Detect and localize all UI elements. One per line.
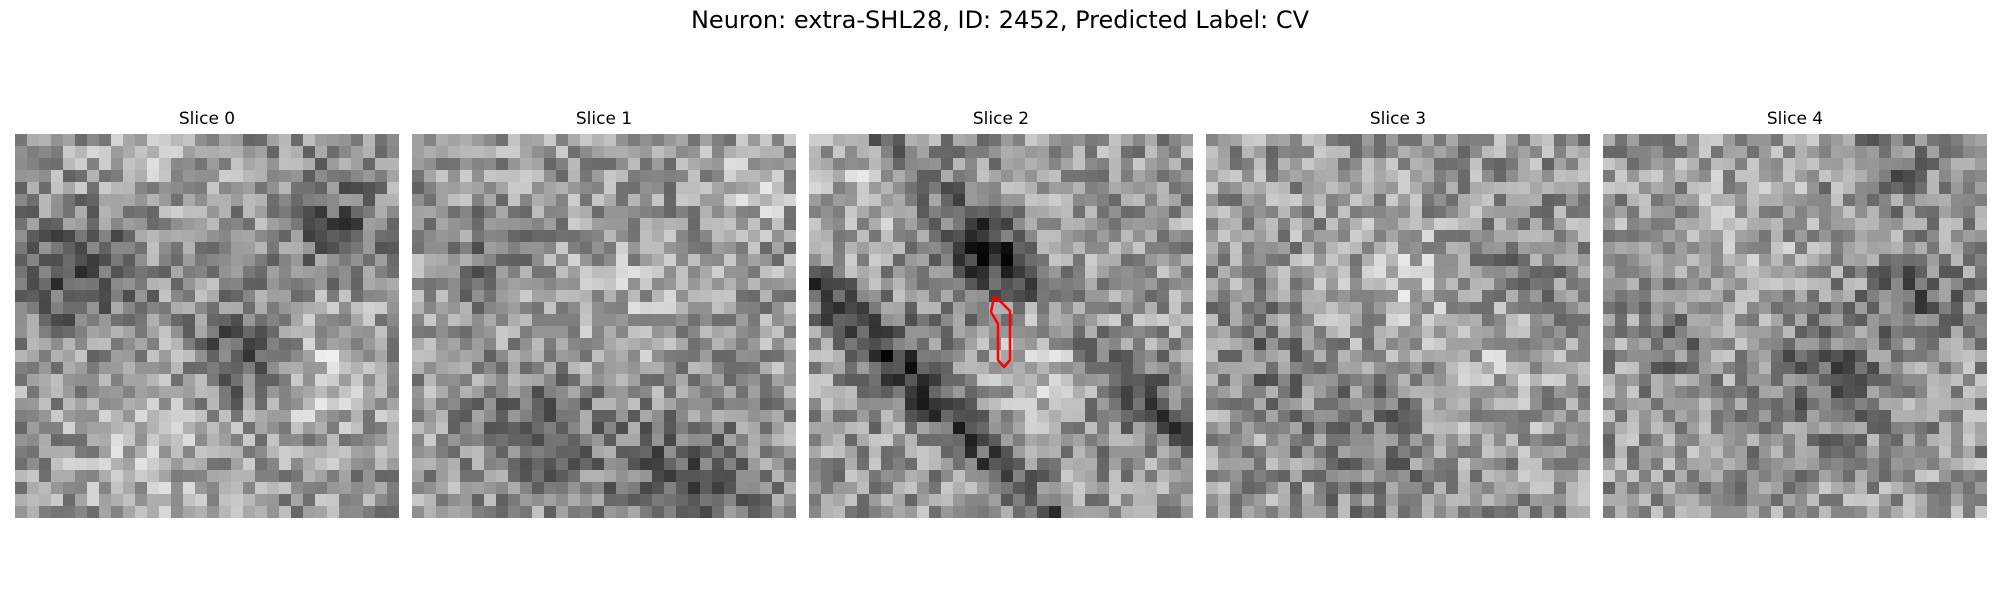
slice-image <box>1603 134 1987 518</box>
slice-title: Slice 3 <box>1369 109 1427 129</box>
slice-image <box>809 134 1193 518</box>
slice-panel-1: Slice 1 <box>412 108 796 518</box>
slice-title: Slice 1 <box>575 109 633 129</box>
slice-image-frame <box>1206 134 1590 518</box>
slice-image-frame <box>809 134 1193 518</box>
figure-title: Neuron: extra-SHL28, ID: 2452, Predicted… <box>690 6 1310 34</box>
slice-image <box>1206 134 1590 518</box>
slice-panel-4: Slice 4 <box>1603 108 1987 518</box>
slice-panel-2: Slice 2 <box>809 108 1193 518</box>
slice-image <box>15 134 399 518</box>
slice-title: Slice 0 <box>178 109 236 129</box>
segmentation-contour <box>989 295 1012 369</box>
slice-title: Slice 2 <box>972 109 1030 129</box>
slice-image-frame <box>1603 134 1987 518</box>
slice-title: Slice 4 <box>1766 109 1824 129</box>
slice-image-frame <box>15 134 399 518</box>
slice-image-frame <box>412 134 796 518</box>
slice-panel-0: Slice 0 <box>15 108 399 518</box>
slice-image <box>412 134 796 518</box>
slice-panel-3: Slice 3 <box>1206 108 1590 518</box>
